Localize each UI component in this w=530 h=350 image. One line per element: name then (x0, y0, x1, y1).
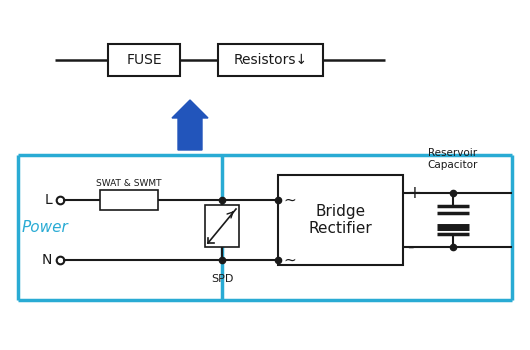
Text: FUSE: FUSE (126, 53, 162, 67)
Text: SPD: SPD (211, 274, 233, 284)
Text: ~: ~ (283, 252, 296, 267)
Text: -: - (407, 238, 413, 256)
Text: Reservoir
Capacitor: Reservoir Capacitor (428, 148, 478, 170)
Text: SWAT & SWMT: SWAT & SWMT (96, 179, 162, 188)
Bar (205, 205, 239, 247)
Text: L: L (44, 193, 52, 207)
Bar (218, 44, 323, 76)
Polygon shape (172, 100, 208, 150)
Text: N: N (42, 253, 52, 267)
Text: ~: ~ (283, 193, 296, 208)
Bar (100, 190, 158, 210)
Text: Power: Power (22, 220, 69, 236)
Bar (108, 44, 180, 76)
Text: Bridge
Rectifier: Bridge Rectifier (308, 204, 373, 236)
Text: +: + (407, 184, 421, 202)
Bar (278, 175, 403, 265)
Text: Resistors↓: Resistors↓ (233, 53, 307, 67)
